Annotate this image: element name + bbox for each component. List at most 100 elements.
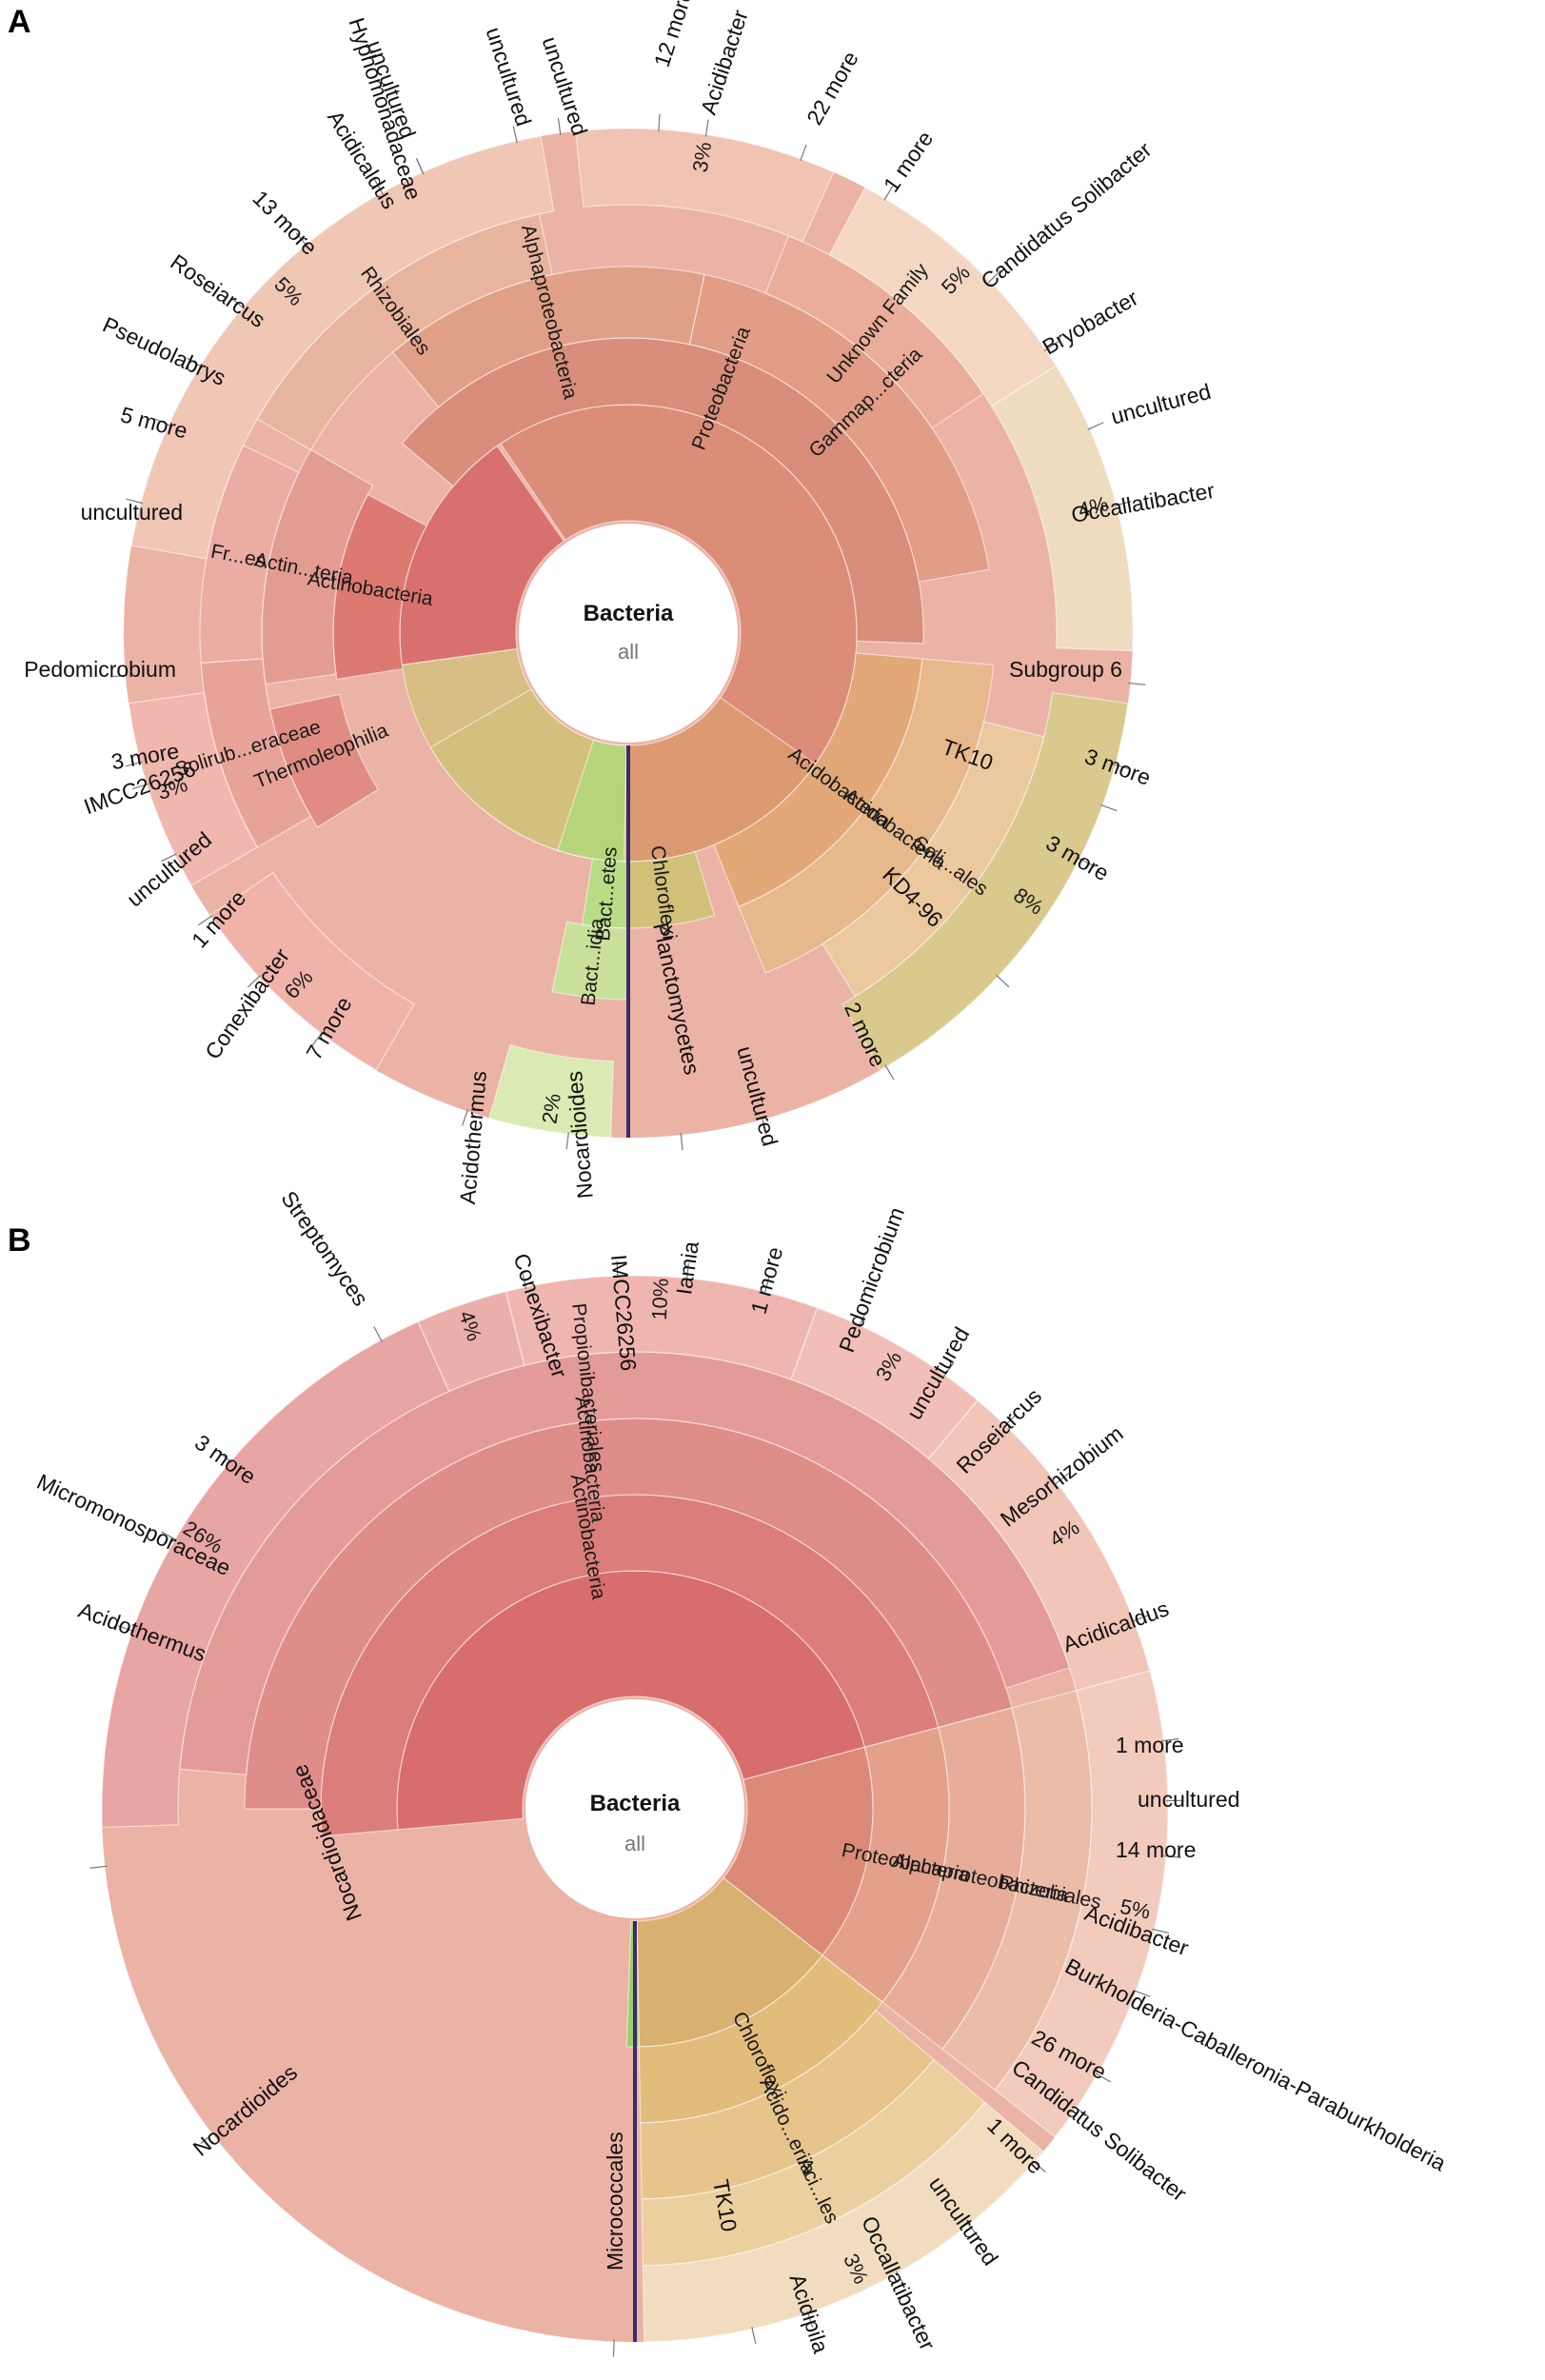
panel-a-segment[interactable] (842, 691, 1129, 1071)
panel-letter-a: A (8, 4, 31, 40)
panel-b-leader-line (612, 2339, 615, 2357)
panel-b-leader-line (1074, 2106, 1090, 2117)
panel-a-outer-label: Pedomicrobium (24, 657, 176, 682)
panel-a-outer-label: uncultured (1108, 379, 1213, 429)
panel-a-leader-line (247, 975, 261, 988)
panel-a-segment[interactable] (551, 921, 629, 1001)
panel-b-leader-line (942, 1362, 955, 1378)
panel-a-outer-label: 13 more (248, 186, 323, 260)
panel-b-leader-line (616, 1260, 619, 1279)
panel-a-leader-line (161, 853, 177, 863)
panel-b-leader-line (966, 2222, 979, 2237)
panel-b-outer-label: 1 more (1116, 1733, 1184, 1757)
panel-a-leader-line (884, 1064, 895, 1081)
panel-b-leader-line (1003, 1414, 1017, 1428)
panel-a-outer-label: uncultured (537, 33, 592, 138)
panel-a-leader-line (109, 674, 128, 678)
panel-a-segment[interactable] (128, 691, 259, 886)
panel-b-leader-line (858, 1311, 867, 1328)
panel-a-leaders (109, 113, 1146, 1151)
panel-a-segment[interactable] (130, 135, 555, 560)
panel-a-outer-label: Acidibacter (696, 7, 753, 118)
panel-b-percent-label: 10% (647, 1278, 673, 1320)
panel-b-segment[interactable] (994, 1670, 1169, 2138)
panel-a-leader-line (462, 1109, 468, 1126)
panel-a-outer-label: uncultured (481, 24, 536, 129)
panel-a-leader-line (987, 269, 1001, 284)
panel-a-leader-line (131, 783, 149, 790)
panel-a-leader-line (1043, 341, 1060, 352)
panel-a-leader-line (800, 144, 807, 162)
panel-a-leader-line (557, 117, 562, 135)
panel-a-leader-line (1077, 857, 1094, 866)
panel-a-leader-line (883, 185, 894, 201)
panel-a-leader-line (1114, 501, 1132, 506)
panel-b-leader-line (1032, 2160, 1046, 2173)
panel-b-center-hole (525, 1699, 744, 1918)
panel-a-leader-line (565, 1132, 569, 1150)
panel-a-outer-label: uncultured (81, 500, 183, 525)
panel-b-outer-label: 14 more (1116, 1837, 1196, 1862)
panel-b-leader-line (751, 2327, 757, 2345)
panel-a-percent-label: 3% (688, 140, 717, 173)
panel-a-outer-label: 12 more (649, 0, 698, 69)
panel-a-center-hole (519, 524, 738, 743)
panel-a-percent-label: 2% (537, 1092, 565, 1125)
panel-b-leaders (89, 1260, 1183, 2357)
panel-b-percent-label: 5% (1119, 1894, 1153, 1924)
panel-a-segments (124, 128, 1134, 1139)
panel-b-outer-label: uncultured (1138, 1787, 1239, 1812)
panel-b-center-title: Bacteria (590, 1791, 681, 1816)
panel-a-leader-line (680, 1133, 683, 1151)
panel-b-leader-line (763, 1277, 770, 1295)
panel-b-leader-line (806, 2311, 814, 2329)
panel-b-outer-label: Streptomyces (276, 1186, 373, 1310)
panel-b-center-subtitle: all (624, 1832, 645, 1855)
panel-a-segment[interactable] (488, 1043, 614, 1139)
panel-b-leader-line (1134, 1990, 1151, 1997)
panel-a-segment[interactable] (199, 444, 300, 664)
panel-a-center-title: Bacteria (584, 601, 674, 626)
panel-a-leader-line (704, 119, 709, 137)
panel-a-segment[interactable] (990, 365, 1134, 652)
panel-b-leader-line (685, 1262, 689, 1280)
panel-a-leader-line (1100, 803, 1118, 812)
panel-b-leader-line (522, 1272, 527, 1289)
panel-a-segment[interactable] (574, 128, 835, 243)
panel-a-outer-label: Bryobacter (1039, 285, 1143, 359)
panel-a-leader-line (187, 357, 203, 368)
panel-b-segment[interactable] (642, 2101, 1044, 2343)
panel-a-leader-line (230, 297, 245, 309)
panel-a-leader-line (658, 113, 661, 132)
panel-a-segment[interactable] (208, 871, 415, 1071)
panel-b-leader-line (896, 2271, 905, 2287)
panel-b-leader-line (1131, 1615, 1149, 1622)
sunburst-panel-b: ActinobacteriaProteobacteriaChloroflexiA… (33, 1186, 1450, 2357)
panel-a-outer-label: Subgroup 6 (1009, 657, 1122, 682)
panel-b-leader-line (117, 1625, 135, 1633)
panel-a-leader-line (126, 761, 143, 767)
panel-a-leader-line (126, 498, 144, 505)
panel-a-leader-line (197, 915, 213, 926)
panel-a-leader-line (761, 1117, 767, 1135)
panel-a-leader-line (415, 158, 425, 175)
sunburst-panel-a: ProteobacteriaAcidobacteriaChloroflexiBa… (24, 0, 1217, 1205)
panel-b-leader-line (218, 1451, 232, 1464)
panel-a-outer-label: Roseiarcus (166, 249, 269, 332)
panel-a-leader-line (295, 232, 308, 248)
panel-a-segment[interactable] (429, 688, 610, 860)
panel-b-leader-line (1095, 2073, 1111, 2083)
panel-a-outer-label: 22 more (802, 47, 863, 129)
panel-b-leader-line (1161, 1737, 1179, 1742)
panel-a-center-subtitle: all (618, 640, 639, 664)
panel-b-outer-label: Micrococcales (603, 2132, 627, 2271)
panel-a-leader-line (373, 179, 384, 195)
panel-a-leader-line (1128, 682, 1146, 685)
panel-a-leader-line (311, 1031, 324, 1046)
panel-b-leader-line (373, 1326, 383, 1342)
panel-a-leader-line (996, 975, 1010, 988)
panel-b-leader-line (200, 2132, 215, 2144)
panel-b-leader-line (1152, 1928, 1170, 1934)
panel-a-leader-line (1113, 764, 1131, 770)
